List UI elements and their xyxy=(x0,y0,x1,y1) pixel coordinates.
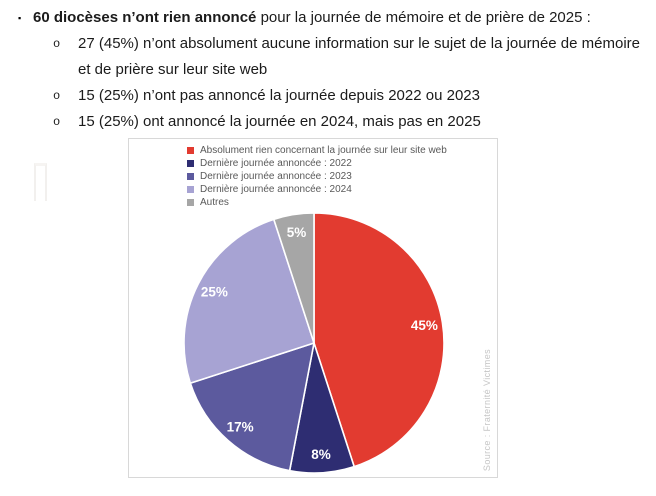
legend-swatch-purple xyxy=(187,173,194,180)
legend-item: Absolument rien concernant la journée su… xyxy=(187,144,447,157)
sub-bullet-text-1: 27 (45%) n’ont absolument aucune informa… xyxy=(78,35,640,78)
circle-bullet-icon: o xyxy=(53,115,61,129)
pie-slice-3 xyxy=(183,218,315,384)
legend-label: Autres xyxy=(200,197,229,208)
legend-item: Dernière journée annoncée : 2022 xyxy=(187,157,447,170)
pie-slice-label-1: 8% xyxy=(311,447,331,462)
legend-item: Dernière journée annoncée : 2023 xyxy=(187,170,447,183)
pie-slice-0 xyxy=(313,212,445,468)
sub-bullet-row: o 27 (45%) n’ont absolument aucune infor… xyxy=(0,31,656,83)
pie-chart-svg: 45% 8% 17% 25% 5% xyxy=(183,212,445,474)
source-note: Source : Fraternité Victimes xyxy=(482,348,492,471)
legend-item: Autres xyxy=(187,196,447,209)
legend-label: Absolument rien concernant la journée su… xyxy=(200,145,447,156)
square-bullet-icon: ▪ xyxy=(18,13,22,23)
circle-bullet-icon: o xyxy=(53,89,61,103)
pie-chart-figure: 45% 8% 17% 25% 5% Absolument rien concernant… xyxy=(128,138,498,478)
sub-bullet-text-3: 15 (25%) ont annoncé la journée en 2024,… xyxy=(78,113,481,130)
chart-legend: Absolument rien concernant la journée su… xyxy=(187,144,447,209)
pie-slice-label-3: 25% xyxy=(201,285,228,300)
legend-swatch-navy xyxy=(187,160,194,167)
pie-slice-label-2: 17% xyxy=(227,419,254,434)
pie-slice-4 xyxy=(273,212,315,344)
circle-bullet-icon: o xyxy=(53,37,61,51)
main-bullet-row: ▪ 60 diocèses n’ont rien annoncé pour la… xyxy=(0,5,656,31)
sub-bullet-text-2: 15 (25%) n’ont pas annoncé la journée de… xyxy=(78,87,480,104)
legend-swatch-gray xyxy=(187,199,194,206)
legend-swatch-red xyxy=(187,147,194,154)
faint-anchor-artifact xyxy=(34,163,47,201)
sub-bullet-row: o 15 (25%) ont annoncé la journée en 202… xyxy=(0,109,656,135)
main-bullet-rest: pour la journée de mémoire et de prière … xyxy=(256,9,591,26)
legend-label: Dernière journée annoncée : 2024 xyxy=(200,184,352,195)
legend-label: Dernière journée annoncée : 2023 xyxy=(200,171,352,182)
pie-slice-label-4: 5% xyxy=(287,225,307,240)
legend-swatch-lavender xyxy=(187,186,194,193)
main-bullet-text: 60 diocèses n’ont rien annoncé pour la j… xyxy=(33,5,591,31)
main-bullet-bold: 60 diocèses n’ont rien annoncé xyxy=(33,9,257,26)
sub-bullet-row: o 15 (25%) n’ont pas annoncé la journée … xyxy=(0,83,656,109)
document-text-block: ▪ 60 diocèses n’ont rien annoncé pour la… xyxy=(0,5,656,135)
legend-label: Dernière journée annoncée : 2022 xyxy=(200,158,352,169)
pie-slice-label-0: 45% xyxy=(411,318,438,333)
pie-slice-2 xyxy=(189,342,315,472)
legend-item: Dernière journée annoncée : 2024 xyxy=(187,183,447,196)
